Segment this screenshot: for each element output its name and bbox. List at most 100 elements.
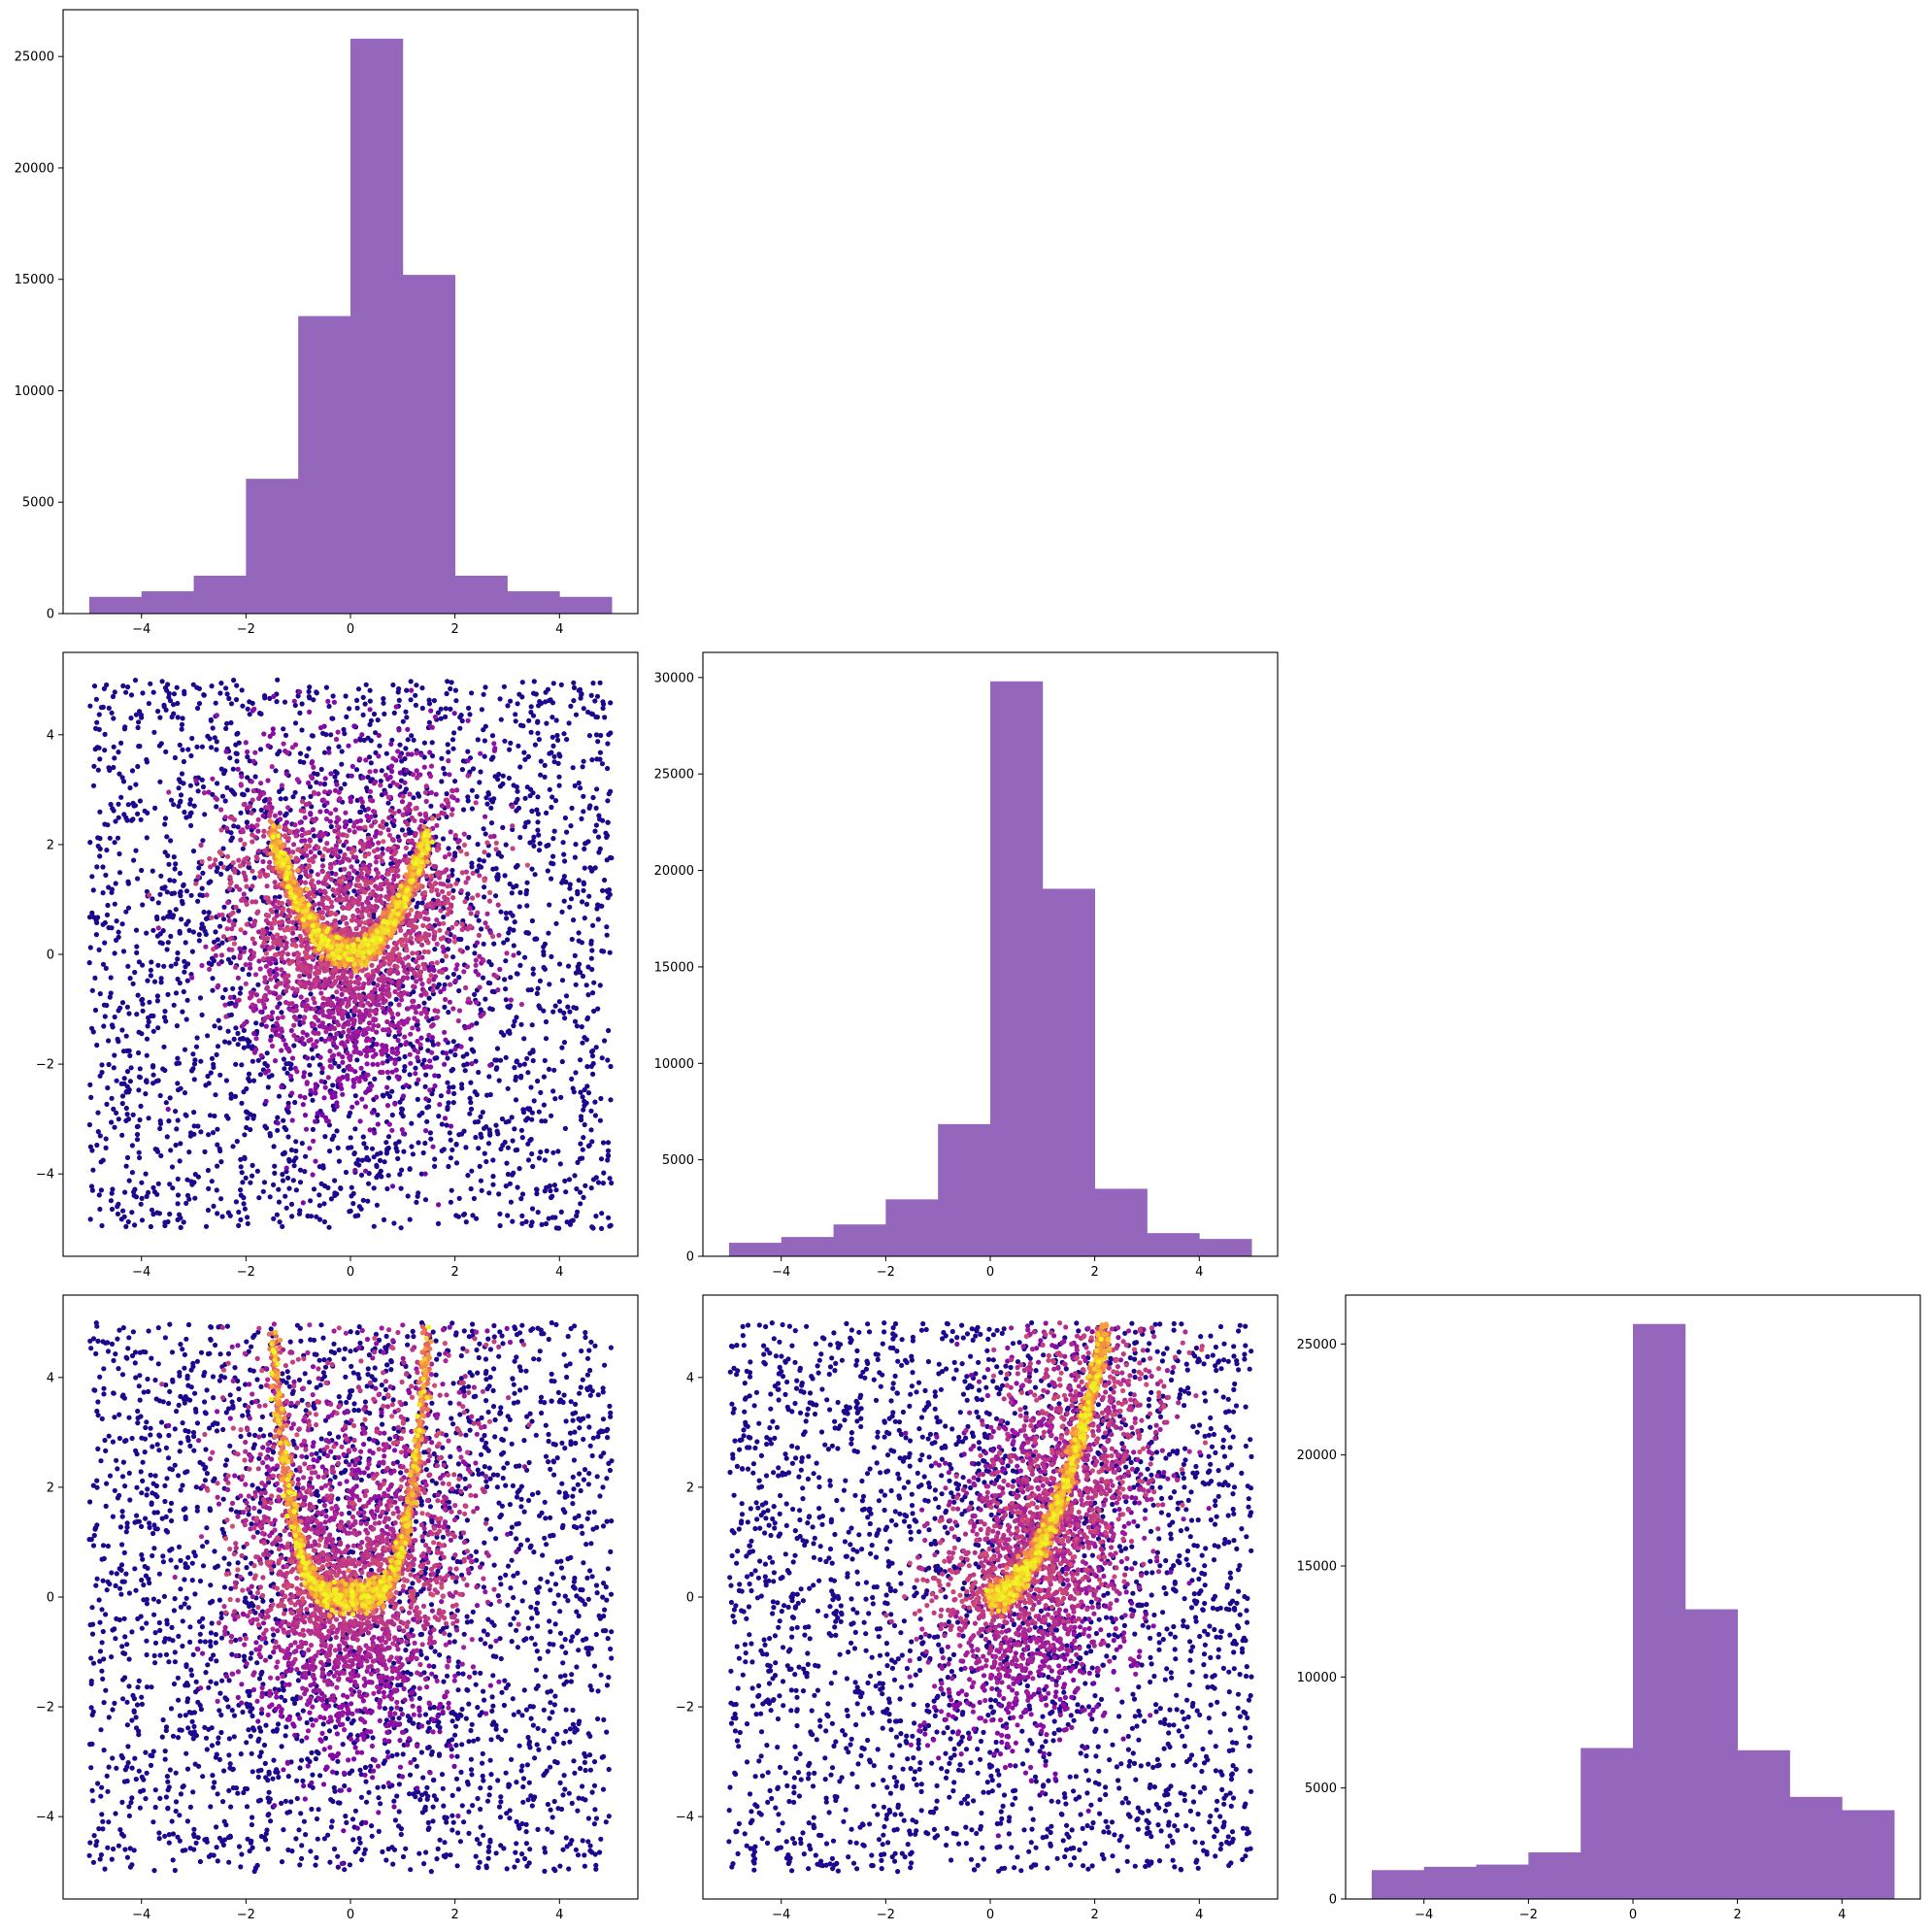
- scatter-point: [414, 914, 419, 919]
- scatter-point: [578, 1141, 583, 1147]
- scatter-point: [366, 1181, 372, 1186]
- scatter-point: [396, 951, 402, 957]
- scatter-point: [376, 732, 382, 739]
- scatter-point: [528, 1084, 534, 1090]
- scatter-point: [345, 1039, 350, 1045]
- scatter-point: [410, 1151, 416, 1157]
- scatter-point: [442, 1004, 448, 1010]
- scatter-point: [472, 1119, 478, 1125]
- scatter-point: [137, 1066, 143, 1072]
- scatter-point: [483, 831, 488, 837]
- scatter-point: [446, 1100, 451, 1106]
- scatter-point: [399, 799, 406, 805]
- scatter-point: [126, 1178, 132, 1183]
- scatter-point: [496, 1191, 502, 1197]
- scatter-point: [348, 980, 353, 985]
- scatter-point: [595, 834, 602, 840]
- scatter-point: [507, 1181, 514, 1186]
- scatter-point: [542, 1157, 548, 1163]
- scatter-point: [575, 1209, 581, 1215]
- scatter-point: [549, 804, 554, 811]
- scatter-point: [440, 888, 446, 894]
- scatter-point: [605, 1140, 612, 1146]
- scatter-point: [328, 899, 334, 905]
- scatter-point: [120, 1049, 127, 1054]
- scatter-point: [421, 740, 427, 746]
- scatter-point: [518, 1073, 524, 1079]
- scatter-point: [553, 920, 559, 926]
- scatter-point: [396, 727, 402, 733]
- scatter-point: [155, 925, 161, 931]
- scatter-point: [360, 1032, 366, 1038]
- scatter-point: [275, 932, 281, 938]
- scatter-point: [468, 1080, 474, 1085]
- scatter-point: [582, 846, 587, 852]
- scatter-point: [466, 834, 472, 841]
- scatter-point: [184, 997, 190, 1003]
- scatter-point: [494, 1046, 501, 1051]
- scatter-point: [296, 1211, 303, 1216]
- scatter-point: [102, 940, 108, 946]
- scatter-point: [442, 854, 448, 860]
- scatter-point: [390, 1015, 396, 1020]
- scatter-point: [442, 1116, 449, 1121]
- scatter-point: [268, 977, 274, 983]
- scatter-point: [175, 1081, 181, 1086]
- scatter-point: [389, 1069, 395, 1075]
- scatter-point: [500, 1143, 506, 1149]
- scatter-point: [409, 1144, 415, 1149]
- scatter-point: [467, 1095, 473, 1101]
- scatter-point: [415, 1096, 420, 1102]
- scatter-point: [430, 1144, 436, 1149]
- scatter-point: [351, 723, 357, 729]
- scatter-point: [529, 1150, 535, 1157]
- scatter-point: [272, 1163, 278, 1169]
- scatter-point: [168, 963, 174, 969]
- scatter-point: [303, 802, 309, 808]
- scatter-point: [352, 980, 358, 985]
- scatter-point: [340, 1029, 347, 1035]
- scatter-point: [498, 853, 505, 859]
- scatter-point: [261, 940, 267, 946]
- scatter-point: [186, 814, 192, 819]
- scatter-point: [313, 1015, 318, 1020]
- scatter-point: [163, 1018, 169, 1024]
- scatter-point: [233, 1061, 239, 1067]
- scatter-point: [383, 772, 388, 779]
- scatter-point: [324, 906, 331, 912]
- scatter-point: [535, 819, 541, 825]
- scatter-point: [353, 854, 359, 860]
- y-tick-label: 20000: [15, 161, 54, 176]
- plot-area: [86, 677, 615, 1231]
- scatter-point: [403, 806, 409, 812]
- scatter-point: [358, 993, 365, 999]
- scatter-point: [481, 1011, 486, 1016]
- scatter-point: [278, 925, 283, 931]
- scatter-point: [137, 1116, 143, 1123]
- scatter-point: [543, 1018, 549, 1025]
- scatter-point: [174, 1126, 180, 1132]
- scatter-point: [469, 1047, 475, 1052]
- scatter-point: [154, 916, 160, 922]
- scatter-point: [164, 889, 170, 895]
- scatter-point: [282, 1150, 287, 1156]
- scatter-point: [310, 1126, 316, 1132]
- scatter-point: [123, 1089, 129, 1095]
- scatter-point: [265, 899, 271, 905]
- scatter-point: [299, 943, 305, 949]
- scatter-point: [511, 943, 516, 949]
- scatter-point: [225, 853, 231, 859]
- scatter-point: [316, 1192, 322, 1198]
- scatter-point: [168, 838, 174, 844]
- scatter-point: [483, 1158, 489, 1165]
- scatter-point: [517, 764, 523, 770]
- scatter-point: [399, 1106, 405, 1112]
- scatter-point: [423, 798, 429, 805]
- scatter-point: [388, 1001, 394, 1007]
- scatter-point: [311, 1138, 316, 1144]
- scatter-point: [299, 838, 305, 844]
- scatter-point: [288, 1147, 294, 1153]
- scatter-point: [97, 809, 103, 815]
- scatter-point: [87, 1216, 93, 1222]
- scatter-point: [476, 1146, 482, 1151]
